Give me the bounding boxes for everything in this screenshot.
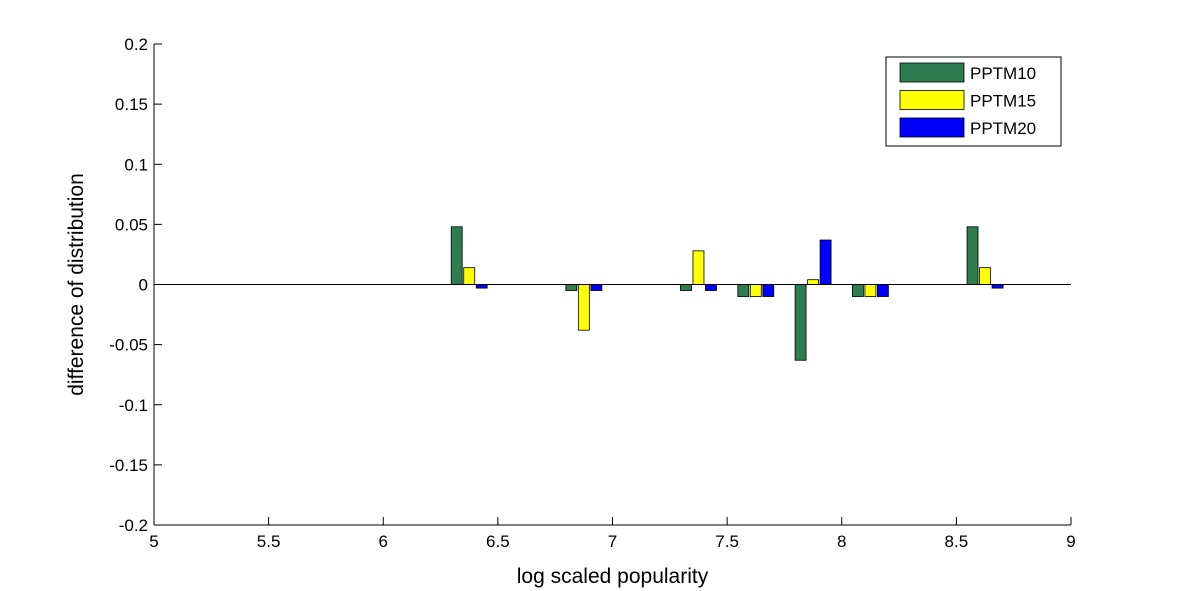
x-tick-label: 6.5: [486, 532, 510, 551]
x-tick-label: 5.5: [257, 532, 281, 551]
y-tick-label: 0.2: [124, 35, 148, 54]
y-tick-label: 0.05: [115, 215, 148, 234]
legend: PPTM10 PPTM15 PPTM20: [885, 56, 1062, 147]
bar-pptm15-6: [979, 267, 991, 285]
legend-swatch-pptm15: [899, 90, 965, 110]
legend-label-pptm10: PPTM10: [970, 64, 1036, 83]
bar-pptm15-1: [577, 284, 590, 331]
x-tick-label: 6: [379, 532, 388, 551]
bar-pptm20-5: [877, 284, 889, 297]
y-axis-label: difference of distribution: [65, 173, 88, 396]
x-tick-label: 8.5: [945, 532, 969, 551]
y-tick-label: 0.15: [115, 95, 148, 114]
bar-pptm20-3: [762, 284, 775, 297]
y-tick-label: -0.15: [109, 456, 148, 475]
bar-pptm15-3: [749, 284, 762, 297]
bar-pptm10-5: [852, 284, 864, 297]
legend-swatch-pptm20: [899, 117, 965, 138]
bar-pptm15-2: [692, 250, 705, 285]
y-tick-label: -0.1: [119, 396, 148, 415]
bar-pptm10-6: [966, 226, 979, 285]
bar-pptm20-1: [590, 284, 603, 291]
bar-pptm10-3: [737, 284, 750, 297]
bar-pptm15-4: [807, 279, 819, 285]
y-tick-label: -0.05: [109, 336, 148, 355]
legend-swatch-pptm10: [899, 62, 965, 83]
y-tick-label: 0: [139, 276, 148, 295]
y-tick-label: -0.2: [119, 516, 148, 535]
axes: 5 5.5 6 6.5 7 7.5 8 8.5 9 -0.2 -0.15 -0.1 -0.05 0 0.05…: [109, 35, 1075, 551]
legend-label-pptm15: PPTM15: [970, 92, 1036, 111]
legend-label-pptm20: PPTM20: [970, 119, 1036, 138]
bar-pptm20-0: [475, 284, 488, 289]
y-tick-label: 0.1: [124, 155, 148, 174]
bar-pptm10-4: [794, 284, 807, 361]
bar-pptm20-2: [705, 284, 717, 291]
x-tick-label: 5: [149, 532, 158, 551]
bar-pptm10-2: [680, 284, 692, 291]
x-tick-label: 7.5: [715, 532, 739, 551]
bar-pptm10-0: [450, 226, 463, 285]
bar-pptm15-5: [864, 284, 877, 297]
bar-pptm10-1: [565, 284, 578, 291]
x-tick-label: 9: [1066, 532, 1075, 551]
x-tick-label: 7: [608, 532, 617, 551]
bar-pptm20-6: [991, 284, 1004, 289]
bar-pptm15-0: [463, 267, 476, 285]
bar-pptm20-4: [819, 239, 832, 285]
x-tick-label: 8: [837, 532, 846, 551]
x-axis-label: log scaled popularity: [517, 565, 709, 588]
